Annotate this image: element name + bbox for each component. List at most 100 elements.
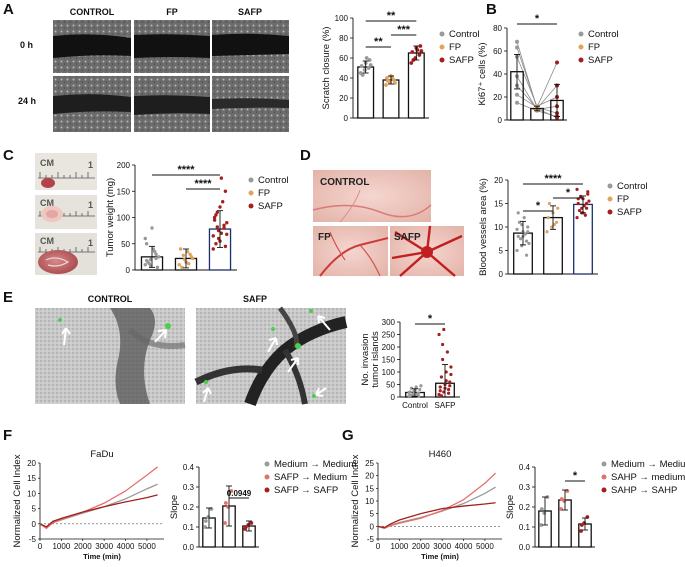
data-point [411, 58, 416, 62]
legend-marker [439, 31, 445, 37]
data-point [223, 521, 227, 525]
data-point [223, 189, 228, 193]
invasion-photo-label-safp: SAFP [243, 294, 267, 304]
chart-e-invasion-islands: 0 50 100 150 200 250 300 No. invasion tumor isla… [360, 313, 460, 410]
significance-label: *** [397, 24, 411, 36]
x-axis-label: Time (min) [83, 552, 121, 561]
y-tick-label: 20 [493, 93, 502, 102]
legend-label: FP [449, 42, 461, 53]
y-axis-label: Normalized Cell Index [12, 454, 23, 547]
significance-label: **** [194, 178, 212, 190]
y-axis-label: Blood vessels area (%) [478, 178, 489, 276]
data-point [439, 375, 444, 379]
legend-marker [248, 177, 254, 183]
data-point [367, 58, 372, 62]
legend-marker [248, 190, 254, 196]
data-point [419, 49, 424, 53]
y-tick-label: 15 [27, 474, 36, 483]
panel-label-b: B [486, 1, 497, 18]
data-point [150, 226, 154, 230]
scratch-photo-fp-24h [134, 76, 210, 132]
significance-label: * [536, 200, 541, 212]
y-tick-label: 20 [494, 176, 503, 185]
data-point [220, 200, 225, 204]
data-point [393, 81, 397, 85]
y-tick-label: 25 [365, 459, 374, 468]
legend-label: SAHP → medium [611, 472, 685, 483]
legend-label: Medium → Medium [611, 459, 685, 470]
y-tick-label: 250 [382, 331, 396, 340]
data-point [359, 64, 364, 68]
cam-photo-label: SAFP [394, 232, 421, 243]
y-tick-label: 50 [121, 240, 130, 249]
data-point [576, 201, 580, 206]
data-point [143, 263, 147, 267]
data-point [188, 252, 192, 256]
data-point [515, 45, 519, 50]
significance-label: * [573, 470, 578, 482]
x-tick-label: 3000 [95, 542, 113, 551]
photo-row-0h: 0 h [20, 40, 33, 50]
legend-marker [264, 461, 270, 467]
data-point [408, 393, 412, 398]
data-point [215, 225, 220, 229]
data-point [587, 199, 591, 203]
y-tick-label: 80 [493, 24, 502, 33]
data-point [575, 187, 579, 191]
y-tick-label: 10 [494, 223, 503, 232]
y-tick-label: 5 [370, 510, 375, 519]
data-point [419, 384, 423, 388]
chart-title: H460 [429, 449, 452, 460]
data-point [449, 372, 453, 377]
y-tick-label: 0.4 [519, 463, 531, 472]
legend-label: Control [258, 175, 289, 186]
significance-label: **** [177, 164, 195, 176]
data-point [545, 230, 549, 234]
data-point [524, 239, 529, 243]
y-tick-label: 0 [370, 522, 375, 531]
data-point [226, 505, 231, 509]
y-tick-label: 150 [382, 356, 396, 365]
y-tick-label: 20 [27, 459, 36, 468]
data-point [516, 234, 520, 238]
y-axis-label: Slope [169, 495, 180, 519]
cam-photo-label: CONTROL [320, 177, 369, 188]
data-point [586, 190, 590, 194]
y-tick-label: 10 [27, 489, 36, 498]
significance-label: * [566, 187, 571, 199]
data-point [222, 226, 226, 230]
data-point [203, 519, 208, 523]
data-point [539, 507, 544, 511]
data-point [249, 521, 254, 525]
cam-photos: CONTROL FP SAFP [312, 170, 464, 277]
data-point [181, 253, 186, 257]
data-point [583, 213, 587, 217]
cam-photo-safp: SAFP [390, 225, 464, 277]
panel-label-e: E [3, 289, 13, 306]
data-point [515, 39, 519, 44]
significance-label: 0.0949 [227, 489, 252, 498]
data-point [243, 525, 248, 529]
series-line [377, 472, 497, 530]
data-point [154, 252, 158, 256]
x-tick-label: 2000 [74, 542, 92, 551]
x-tick-label: 3000 [433, 542, 451, 551]
data-point [527, 241, 531, 246]
data-point [219, 176, 224, 180]
data-point [214, 213, 218, 217]
y-tick-label: 0 [498, 116, 503, 125]
data-point [515, 100, 519, 105]
data-point [515, 227, 519, 231]
panel-label-g: G [342, 427, 354, 444]
data-point [216, 236, 221, 241]
y-tick-label: 0 [391, 393, 396, 402]
data-point [407, 390, 411, 395]
legend-label: FP [617, 194, 629, 205]
data-point [364, 56, 369, 60]
data-point [144, 242, 149, 246]
data-point [448, 384, 452, 388]
x-tick-label: 2000 [412, 542, 430, 551]
data-point [441, 357, 445, 362]
y-tick-label: 100 [382, 368, 396, 377]
